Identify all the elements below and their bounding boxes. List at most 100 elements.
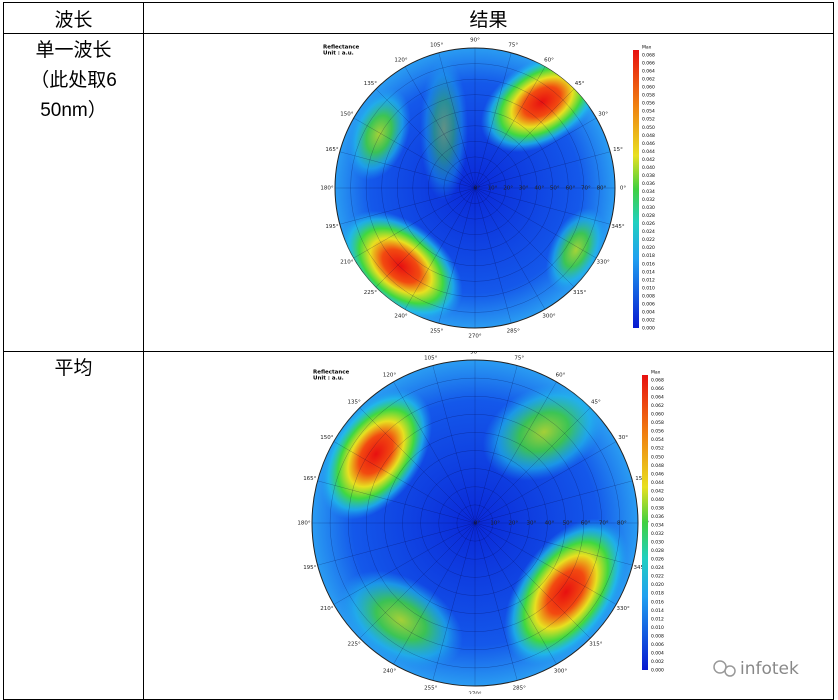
colorbar-label: 0.010 (642, 285, 655, 291)
angle-label: 105° (424, 355, 437, 361)
angle-label: 60° (556, 372, 566, 378)
radial-label: 50° (550, 186, 560, 192)
polar-spoke (339, 151, 476, 189)
colorbar-label: 0.064 (651, 395, 664, 401)
polar-ring (396, 109, 554, 267)
polar-spoke (359, 522, 476, 639)
polar-ring (365, 78, 585, 298)
colorbar-label: 0.016 (642, 261, 655, 267)
colorbar-label: 0.060 (651, 412, 664, 418)
heat-map (312, 360, 638, 686)
polar-spoke (333, 441, 476, 524)
colorbar-label: 0.058 (651, 420, 664, 426)
plot-title: Reflectance (323, 45, 360, 51)
angle-label: 150° (340, 112, 353, 118)
heat-blob (420, 57, 468, 201)
radial-label: 10° (490, 521, 500, 527)
watermark-icon (724, 665, 736, 677)
colorbar-label: 0.012 (651, 616, 664, 622)
plot-title: Reflectance (313, 370, 350, 376)
colorbar-label: 0.062 (642, 77, 655, 83)
radial-label: 10° (488, 186, 498, 192)
colorbar-label: 0.000 (642, 326, 655, 332)
colorbar-label: 0.066 (651, 386, 664, 392)
polar-ring (456, 504, 494, 542)
angle-label: 165° (325, 147, 338, 153)
polar-spoke (432, 365, 476, 524)
angle-label: 285° (513, 686, 526, 692)
angle-label: 75° (514, 355, 524, 361)
colorbar-label: 0.026 (651, 557, 664, 563)
colorbar-label: 0.028 (651, 548, 664, 554)
angle-label: 285° (507, 328, 520, 334)
colorbar-label: 0.062 (651, 403, 664, 409)
angle-label: 330° (616, 606, 629, 612)
heat-blob (347, 87, 411, 181)
colorbar-label: 0.068 (642, 53, 655, 59)
angle-label: 195° (303, 565, 316, 571)
polar-spoke (474, 365, 518, 524)
colorbar-label: 0.002 (642, 317, 655, 323)
polar-spoke (474, 66, 546, 189)
radial-label: 40° (545, 521, 555, 527)
polar-spoke (359, 407, 476, 524)
polar-ring (438, 486, 512, 560)
colorbar-label: 0.038 (642, 173, 655, 179)
colorbar-label: 0.060 (642, 85, 655, 91)
colorbar-label: 0.038 (651, 505, 664, 511)
colorbar-label: 0.002 (651, 659, 664, 665)
radial-label: 80° (617, 521, 627, 527)
colorbar-label: 0.066 (642, 61, 655, 67)
colorbar-label: 0.030 (642, 205, 655, 211)
polar-ring (384, 432, 566, 614)
colorbar-label: 0.018 (651, 591, 664, 597)
polar-ring (459, 172, 491, 204)
angle-label: 300° (542, 314, 555, 320)
watermark-icon (713, 660, 727, 674)
polar-ring (350, 63, 600, 313)
plot-cell: 0° 15° 30° 45° 60° 75° 90° 105° 120° 135° 150° 165°… (143, 350, 834, 700)
heat-map (335, 48, 615, 328)
radial-label: 70° (581, 186, 591, 192)
angle-label: 315° (573, 290, 586, 296)
colorbar-label: 0.058 (642, 93, 655, 99)
angle-label: 135° (347, 400, 360, 406)
colorbar-label: 0.018 (642, 253, 655, 259)
angle-label: 165° (303, 476, 316, 482)
angle-label: 255° (424, 686, 437, 692)
heat-blob (339, 570, 463, 670)
colorbar-label: 0.054 (651, 437, 664, 443)
colorbar-label: 0.014 (651, 608, 664, 614)
colorbar-label: 0.006 (642, 301, 655, 307)
colorbar-label: 0.064 (642, 69, 655, 75)
angle-label: 135° (364, 81, 377, 87)
colorbar-label: 0.012 (642, 277, 655, 283)
polar-plot: 0° 15° 30° 45° 60° 75° 90° 105° 120° 135° 150° 165°… (320, 38, 655, 340)
polar-plot: 0° 15° 30° 45° 60° 75° 90° 105° 120° 135° 150° 165°… (297, 350, 799, 698)
angle-label: 30° (618, 435, 628, 441)
radial-label: 0° (474, 186, 480, 192)
label-cell: 平均 (3, 351, 144, 700)
colorbar-title: Max (651, 370, 661, 376)
angle-label: 150° (320, 435, 333, 441)
colorbar-label: 0.044 (651, 480, 664, 486)
polar-spoke (333, 522, 476, 605)
angle-label: 90° (470, 352, 480, 356)
colorbar-label: 0.036 (642, 181, 655, 187)
angle-label: 75° (508, 43, 518, 49)
radial-label: 70° (599, 521, 609, 527)
colorbar-label: 0.044 (642, 149, 655, 155)
angle-label: 345° (634, 565, 647, 571)
angle-label: 210° (320, 606, 333, 612)
colorbar-label: 0.036 (651, 514, 664, 520)
angle-label: 270° (468, 334, 481, 340)
plot-unit: Unit : a.u. (323, 51, 354, 57)
angle-label: 0° (620, 186, 626, 192)
label-cell: 单一波长（此处取650nm） (3, 33, 144, 352)
angle-label: 60° (544, 57, 554, 63)
polar-spoke (474, 187, 546, 310)
colorbar-label: 0.028 (642, 213, 655, 219)
polar-spoke (474, 522, 557, 665)
colorbar-label: 0.004 (642, 309, 655, 315)
